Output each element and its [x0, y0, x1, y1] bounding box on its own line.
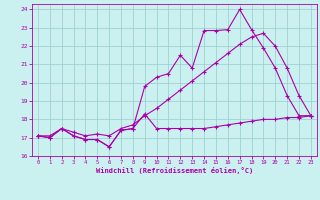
X-axis label: Windchill (Refroidissement éolien,°C): Windchill (Refroidissement éolien,°C): [96, 167, 253, 174]
